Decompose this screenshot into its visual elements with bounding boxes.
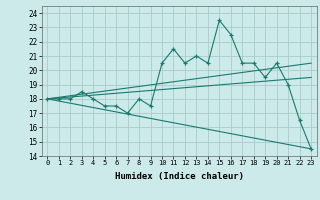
X-axis label: Humidex (Indice chaleur): Humidex (Indice chaleur) bbox=[115, 172, 244, 181]
